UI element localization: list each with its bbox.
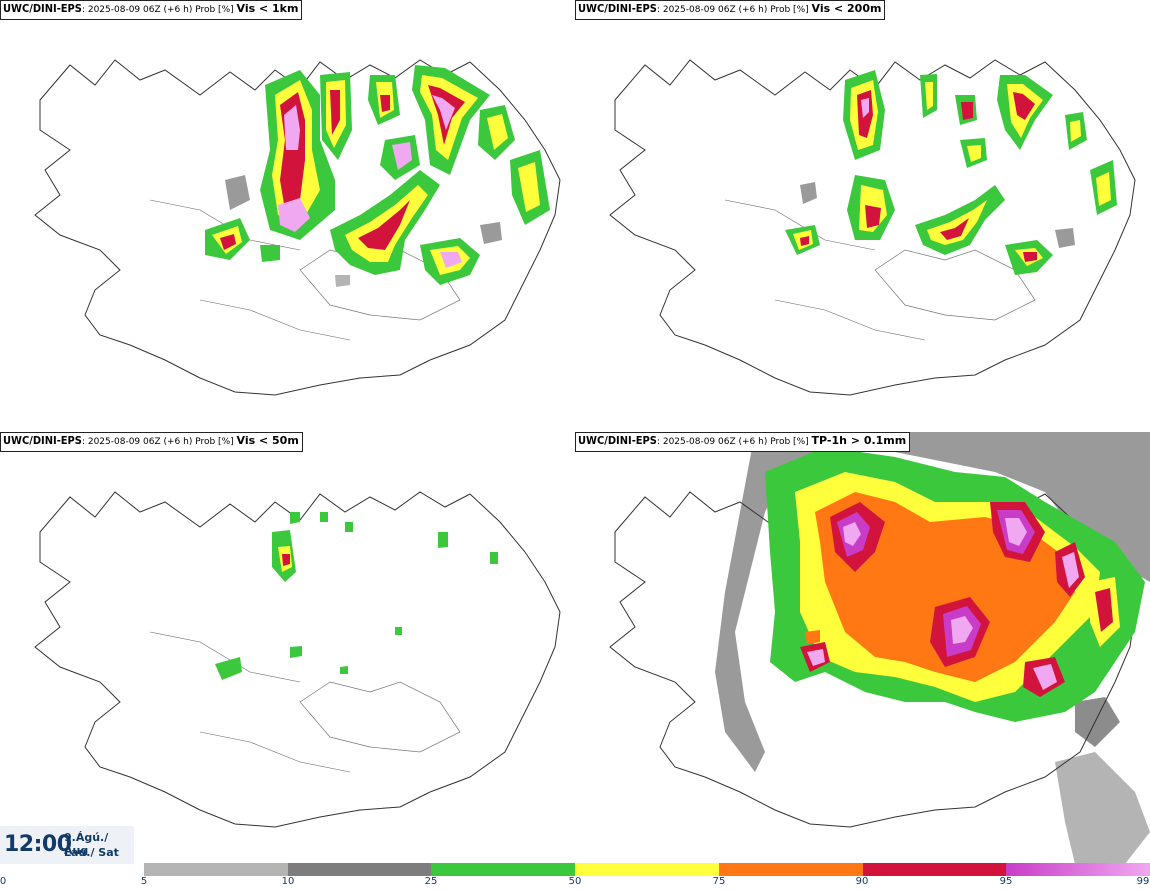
probability-areas [765,447,1145,722]
panel-title: UWC/DINI-EPS: 2025-08-09 06Z (+6 h) Prob… [575,432,911,452]
map-panel-vis-200m: UWC/DINI-EPS: 2025-08-09 06Z (+6 h) Prob… [575,0,1150,432]
color-legend [144,863,1150,876]
valid-time-box: 12:00 9.Ágú./ Aug Lau./ Sat [0,826,134,864]
panel-title: UWC/DINI-EPS: 2025-08-09 06Z (+6 h) Prob… [0,0,303,20]
legend-tick: 75 [712,876,726,887]
legend-tick: 0 [0,876,7,887]
legend-tick: 5 [140,876,148,887]
legend-segment [575,863,719,876]
legend-tick: 50 [568,876,582,887]
iceland-map [609,432,1150,864]
legend-tick: 10 [281,876,295,887]
map-panel-tp-1h: UWC/DINI-EPS: 2025-08-09 06Z (+6 h) Prob… [575,432,1150,864]
map-panel-vis-1km: UWC/DINI-EPS: 2025-08-09 06Z (+6 h) Prob… [0,0,575,432]
legend-segment [144,863,288,876]
legend-tick: 95 [999,876,1013,887]
legend-segment [862,863,1007,876]
legend-segment [431,863,576,876]
legend-segment [287,863,432,876]
legend-tick: 90 [855,876,869,887]
probability-areas [785,70,1117,275]
valid-time: 12:00 [4,832,72,857]
legend-segment [1006,863,1150,876]
probability-areas [205,65,550,287]
iceland-map [34,59,561,396]
legend-segment [718,863,863,876]
iceland-map [609,59,1136,396]
map-panel-vis-50m: UWC/DINI-EPS: 2025-08-09 06Z (+6 h) Prob… [0,432,575,864]
valid-date: 9.Ágú./ Aug [64,831,109,857]
legend-tick: 99 [1136,876,1150,887]
probability-areas [215,512,498,680]
iceland-map [34,491,561,828]
valid-weekday: Lau./ Sat [64,846,119,859]
coastline [34,491,561,828]
panel-title: UWC/DINI-EPS: 2025-08-09 06Z (+6 h) Prob… [575,0,886,20]
panel-title: UWC/DINI-EPS: 2025-08-09 06Z (+6 h) Prob… [0,432,303,452]
legend-tick: 25 [424,876,438,887]
